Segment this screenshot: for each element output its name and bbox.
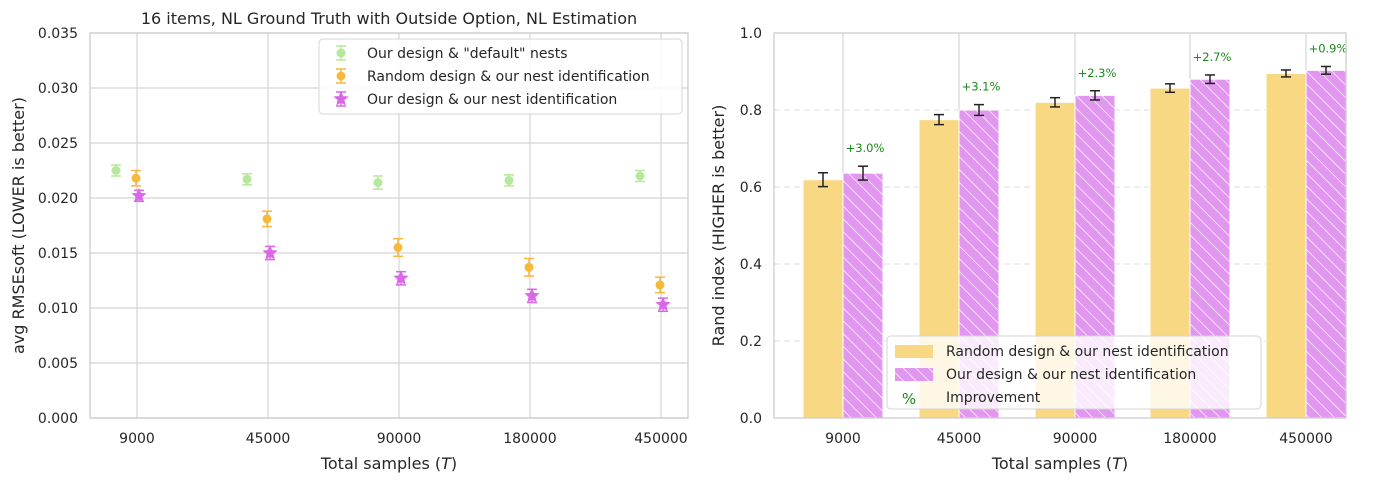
- right-bar-ours-hatch: [843, 173, 883, 418]
- improvement-symbol: %: [902, 390, 916, 408]
- left-point-star: [524, 287, 540, 303]
- left-chart-title: 16 items, NL Ground Truth with Outside O…: [141, 9, 637, 28]
- improvement-annotation: +2.7%: [1193, 50, 1232, 64]
- left-xtick-label: 9000: [119, 431, 155, 447]
- left-point-star: [393, 270, 409, 285]
- left-point: [393, 243, 403, 252]
- right-xtick-label: 450000: [1279, 431, 1332, 447]
- left-legend-label: Our design & our nest identification: [367, 92, 617, 108]
- left-xtick-label: 90000: [377, 431, 422, 447]
- improvement-annotation: +2.3%: [1078, 66, 1117, 80]
- left-ytick-label: 0.015: [38, 246, 78, 262]
- left-point: [504, 175, 514, 185]
- left-point: [262, 214, 272, 224]
- left-ytick-label: 0.035: [38, 26, 78, 42]
- left-point: [111, 166, 121, 175]
- left-point-star: [262, 245, 278, 260]
- right-ytick-label: 0.6: [740, 180, 762, 196]
- left-legend-box: [318, 38, 683, 115]
- left-legend-label: Random design & our nest identification: [367, 69, 650, 85]
- left-plot-frame: [89, 32, 689, 419]
- right-legend-box: [886, 335, 1262, 410]
- right-ytick-label: 0.2: [740, 334, 762, 350]
- right-ytick-label: 0.4: [740, 257, 762, 273]
- left-chart: 16 items, NL Ground Truth with Outside O…: [9, 9, 689, 473]
- left-point-star: [655, 296, 671, 312]
- left-xtick-label: 450000: [634, 431, 687, 447]
- right-plot-frame: [773, 32, 1347, 419]
- right-ytick-label: 1.0: [740, 26, 762, 42]
- left-ytick-label: 0.005: [38, 356, 78, 372]
- right-legend-label: Random design & our nest identification: [946, 344, 1229, 360]
- left-point: [655, 280, 665, 290]
- right-legend-swatch: [895, 345, 933, 358]
- right-bar-random: [802, 179, 844, 419]
- improvement-annotation: +0.9%: [1309, 41, 1348, 55]
- left-xtick-label: 180000: [503, 431, 556, 447]
- right-ytick-label: 0.8: [740, 103, 762, 119]
- left-point: [635, 171, 645, 181]
- left-legend-star: [333, 91, 349, 106]
- left-point: [373, 178, 383, 188]
- left-legend-label: Our design & "default" nests: [367, 46, 568, 62]
- right-legend-swatch-hatch: [895, 368, 933, 381]
- right-xlabel: Total samples (T): [991, 454, 1128, 473]
- right-bar-random: [1265, 72, 1307, 419]
- left-point: [242, 174, 252, 184]
- right-legend-label: Our design & our nest identification: [946, 367, 1196, 383]
- left-ytick-label: 0.030: [38, 81, 78, 97]
- left-ytick-label: 0.010: [38, 301, 78, 317]
- left-point: [524, 262, 534, 272]
- left-point-star: [131, 187, 147, 203]
- left-ytick-label: 0.000: [38, 411, 78, 427]
- right-xtick-label: 9000: [825, 431, 861, 447]
- improvement-annotation: +3.1%: [962, 80, 1001, 94]
- left-point: [131, 173, 141, 183]
- right-ytick-label: 0.0: [740, 411, 762, 427]
- left-xlabel: Total samples (T): [320, 454, 457, 473]
- left-legend-marker: [336, 48, 346, 58]
- right-chart: 0.0 0.2 0.4 0.6 0.8 1.0 9000 45000 90000 180000 45…: [709, 26, 1347, 473]
- left-legend-marker: [336, 71, 346, 81]
- left-ytick-label: 0.020: [38, 191, 78, 207]
- right-legend-label: Improvement: [946, 390, 1041, 406]
- right-bar-ours-hatch: [1306, 70, 1346, 418]
- right-xtick-label: 90000: [1053, 431, 1098, 447]
- right-xtick-label: 180000: [1163, 431, 1216, 447]
- left-ytick-label: 0.025: [38, 136, 78, 152]
- left-ylabel: avg RMSEsoft (LOWER is better): [9, 97, 28, 354]
- right-ylabel: Rand index (HIGHER is better): [709, 105, 728, 347]
- improvement-annotation: +3.0%: [846, 141, 885, 155]
- right-xtick-label: 45000: [937, 431, 982, 447]
- left-xtick-label: 45000: [246, 431, 291, 447]
